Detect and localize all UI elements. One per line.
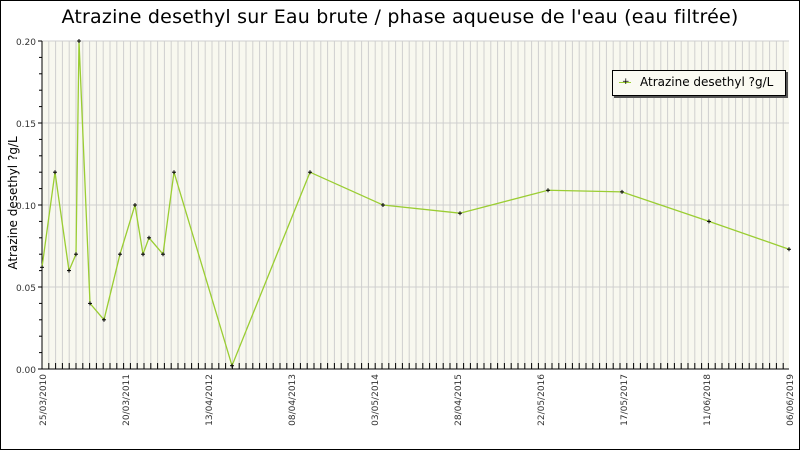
x-tick-label: 22/05/2016 bbox=[537, 374, 547, 426]
x-tick-label: 11/06/2018 bbox=[703, 374, 713, 426]
legend-label: Atrazine desethyl ?g/L bbox=[640, 75, 774, 89]
y-axis-label: Atrazine desethyl ?g/L bbox=[6, 136, 20, 270]
y-tick-label: 0.05 bbox=[16, 284, 36, 294]
y-tick-label: 0.20 bbox=[16, 38, 36, 48]
y-tick-label: 0.10 bbox=[16, 202, 36, 212]
chart-title: Atrazine desethyl sur Eau brute / phase … bbox=[61, 6, 739, 28]
y-tick-label: 0.15 bbox=[16, 120, 36, 130]
y-tick-label: 0.00 bbox=[16, 366, 36, 376]
x-tick-label: 08/04/2013 bbox=[288, 374, 298, 426]
x-tick-label: 17/05/2017 bbox=[620, 374, 630, 426]
legend-line-swatch bbox=[619, 82, 631, 83]
x-tick-label: 20/03/2011 bbox=[122, 374, 132, 426]
x-tick-label: 28/04/2015 bbox=[454, 374, 464, 426]
x-tick-label: 03/05/2014 bbox=[371, 374, 381, 426]
x-axis: 25/03/2010 20/03/2011 13/04/2012 08/04/2013… bbox=[39, 363, 796, 426]
x-tick-label: 06/06/2019 bbox=[786, 374, 796, 426]
legend: + Atrazine desethyl ?g/L bbox=[612, 70, 786, 96]
x-tick-label: 13/04/2012 bbox=[205, 374, 215, 426]
legend-marker-icon: + bbox=[622, 77, 630, 87]
x-tick-label: 25/03/2010 bbox=[39, 374, 49, 426]
data-point-markers bbox=[40, 39, 791, 368]
